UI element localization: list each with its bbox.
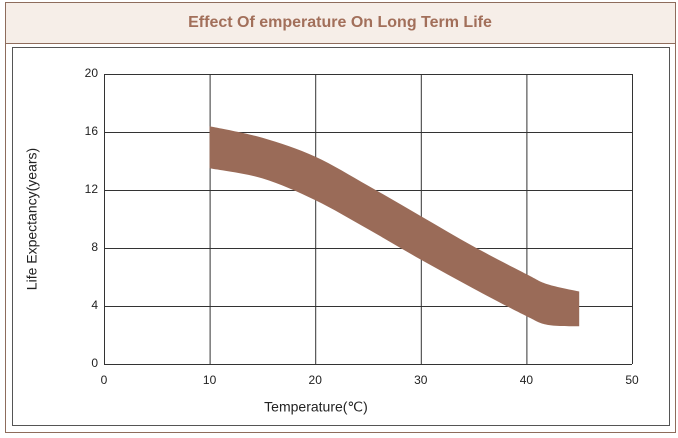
y-tick-label: 16 [85,124,99,138]
x-tick-label: 0 [101,373,108,387]
y-tick-label: 0 [91,356,98,370]
life-band [209,126,580,327]
y-tick-label: 12 [85,182,99,196]
y-tick-label: 4 [91,298,98,312]
y-tick-label: 8 [91,240,98,254]
x-tick-label: 20 [309,373,323,387]
x-tick-label: 50 [625,373,639,387]
chart-title: Effect Of emperature On Long Term Life [188,14,492,31]
x-tick-label: 30 [414,373,428,387]
x-axis-label: Temperature(℃) [264,399,368,415]
x-tick-label: 10 [203,373,217,387]
y-axis-label: Life Expectancy(years) [24,148,40,290]
frame [5,2,676,433]
title-bar [6,3,675,43]
y-tick-label: 20 [85,66,99,80]
inner-frame [12,47,670,426]
x-tick-label: 40 [520,373,534,387]
